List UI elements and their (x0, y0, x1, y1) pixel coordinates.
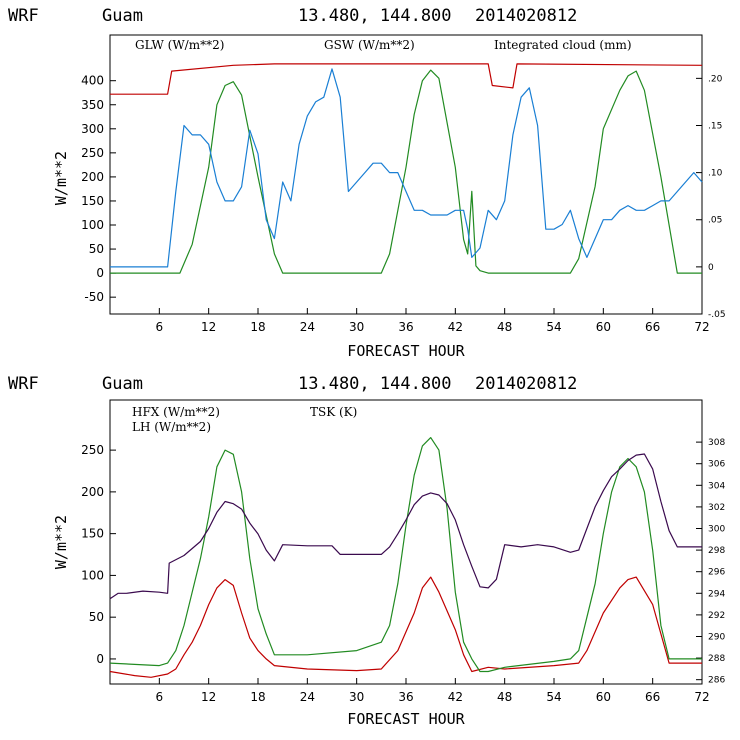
y-tick-label: 150 (81, 194, 104, 208)
y2-tick-label: -.05 (708, 310, 726, 320)
y-tick-label: 0 (96, 652, 104, 666)
bottom-legend-hfx: HFX (W/m**2) (132, 405, 220, 419)
bottom-header-model: WRF (8, 374, 39, 394)
y2-tick-label: 0 (708, 263, 714, 273)
top-legend-cloud: Integrated cloud (mm) (494, 38, 632, 52)
y-tick-label: 250 (81, 146, 104, 160)
x-tick-label: 6 (156, 320, 164, 334)
y2-tick-label: 292 (708, 611, 725, 621)
x-tick-label: 30 (349, 690, 364, 704)
y2-tick-label: .15 (708, 121, 722, 131)
x-tick-label: 54 (546, 690, 561, 704)
bottom-chart: WRF Guam 13.480, 144.800 2014020812 HFX … (8, 374, 725, 728)
x-tick-label: 60 (596, 690, 611, 704)
x-tick-label: 42 (448, 320, 463, 334)
top-series-group (110, 63, 703, 274)
series-line-glw (110, 63, 703, 95)
top-header-coords: 13.480, 144.800 (298, 6, 452, 26)
y-tick-label: 150 (81, 527, 104, 541)
y-tick-label: 300 (81, 122, 104, 136)
y2-tick-label: .20 (708, 74, 723, 84)
y2-tick-label: 296 (708, 568, 725, 578)
bottom-y2-ticks: 286 288 290 292 294 296 298 300 302 304 306 308 (696, 438, 725, 686)
y2-tick-label: .10 (708, 169, 723, 179)
y2-tick-label: 306 (708, 460, 725, 470)
y2-tick-label: 302 (708, 503, 725, 513)
y2-tick-label: 304 (708, 481, 725, 491)
x-tick-label: 72 (694, 320, 709, 334)
y2-tick-label: 300 (708, 525, 725, 535)
x-tick-label: 48 (497, 690, 512, 704)
top-plot-frame (109, 34, 703, 315)
x-tick-label: 18 (250, 320, 265, 334)
bottom-x-ticks: 6 12 18 24 30 36 42 48 54 60 66 72 (156, 678, 710, 704)
bottom-legend-tsk: TSK (K) (310, 405, 357, 419)
x-tick-label: 6 (156, 690, 164, 704)
y-tick-label: 100 (81, 218, 104, 232)
y-tick-label: 250 (81, 443, 104, 457)
series-line-tsk (109, 453, 702, 600)
x-tick-label: 24 (300, 690, 315, 704)
x-tick-label: 66 (645, 690, 660, 704)
y-tick-label: 350 (81, 98, 104, 112)
top-x-ticks: 6 12 18 24 30 36 42 48 54 60 66 72 (156, 308, 710, 334)
series-line-hfx (109, 576, 702, 678)
bottom-header-location: Guam (102, 374, 143, 394)
y-tick-label: 200 (81, 170, 104, 184)
bottom-y-ticks: 0 50 100 150 200 250 (81, 443, 116, 666)
y2-tick-label: 288 (708, 654, 725, 664)
series-line-lh (109, 437, 702, 673)
top-legend-gsw: GSW (W/m**2) (324, 38, 415, 52)
y-tick-label: 50 (89, 610, 104, 624)
x-tick-label: 36 (398, 690, 413, 704)
x-tick-label: 54 (546, 320, 561, 334)
bottom-x-axis-label: FORECAST HOUR (347, 710, 465, 728)
y-tick-label: 0 (96, 266, 104, 280)
bottom-plot-frame (109, 399, 703, 685)
top-y2-ticks: -.05 0 .05 .10 .15 .20 (696, 74, 726, 320)
x-tick-label: 24 (300, 320, 315, 334)
top-legend-glw: GLW (W/m**2) (135, 38, 224, 52)
bottom-header-coords: 13.480, 144.800 (298, 374, 452, 394)
top-chart: WRF Guam 13.480, 144.800 2014020812 GLW … (8, 6, 726, 360)
y2-tick-label: 298 (708, 546, 725, 556)
bottom-legend-lh: LH (W/m**2) (132, 420, 211, 434)
top-header-run: 2014020812 (475, 6, 577, 26)
top-y-ticks: -50 0 50 100 150 200 250 300 350 400 (81, 74, 116, 304)
x-tick-label: 42 (448, 690, 463, 704)
y-tick-label: 400 (81, 74, 104, 88)
x-tick-label: 60 (596, 320, 611, 334)
y-tick-label: -50 (84, 290, 104, 304)
x-tick-label: 12 (201, 690, 216, 704)
x-tick-label: 30 (349, 320, 364, 334)
x-tick-label: 18 (250, 690, 265, 704)
x-tick-label: 36 (398, 320, 413, 334)
top-header-location: Guam (102, 6, 143, 26)
x-tick-label: 66 (645, 320, 660, 334)
y2-tick-label: 290 (708, 632, 725, 642)
x-tick-label: 48 (497, 320, 512, 334)
y-tick-label: 100 (81, 568, 104, 582)
top-y-axis-label: W/m**2 (52, 151, 70, 205)
y2-tick-label: .05 (708, 216, 722, 226)
bottom-series-group (109, 437, 702, 678)
y2-tick-label: 308 (708, 438, 725, 448)
bottom-header-run: 2014020812 (475, 374, 577, 394)
y2-tick-label: 294 (708, 589, 725, 599)
x-tick-label: 12 (201, 320, 216, 334)
top-x-axis-label: FORECAST HOUR (347, 342, 465, 360)
y-tick-label: 50 (89, 242, 104, 256)
y-tick-label: 200 (81, 485, 104, 499)
series-line-gsw (110, 69, 702, 274)
top-header-model: WRF (8, 6, 39, 26)
series-line-integrated (110, 68, 703, 268)
x-tick-label: 72 (694, 690, 709, 704)
bottom-y-axis-label: W/m**2 (52, 515, 70, 569)
y2-tick-label: 286 (708, 676, 725, 686)
